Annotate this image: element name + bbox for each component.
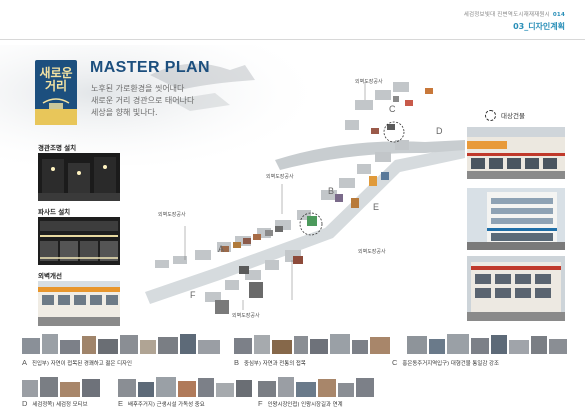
exterior-wall-photo bbox=[38, 281, 120, 326]
caption-d-text: 세검정쪽) 세검정 모티브 bbox=[32, 402, 88, 408]
zone-e-label: E bbox=[373, 202, 380, 212]
caption-c-letter: C bbox=[392, 358, 398, 367]
header-divider bbox=[0, 39, 585, 40]
logo-line2: 거리 bbox=[44, 79, 68, 93]
zone-b-label: B bbox=[328, 186, 335, 196]
map-label-paint-4: 외벽도장공사 bbox=[358, 249, 386, 255]
caption-f: F 인왕시장인접) 인왕시장길과 연계 bbox=[258, 399, 343, 408]
elevation-strip-2c bbox=[258, 377, 374, 397]
target-building-legend-icon bbox=[485, 110, 496, 121]
master-plan-subtitle-2: 새로운 거리 경관으로 태어나다 bbox=[91, 96, 195, 105]
caption-e-text: 배후주거지) 근생시설 가독성 중요 bbox=[128, 402, 205, 408]
caption-a: A 진입부) 자연이 접목된 경쾌하고 젊은 디자인 bbox=[22, 358, 132, 367]
map-label-paint-1: 외벽도장공사 bbox=[158, 212, 186, 218]
target-building-photo-1 bbox=[467, 127, 565, 179]
caption-c: C 홍은동주거지역입구) 대형건물 통일감 강조 bbox=[392, 358, 499, 367]
caption-d-letter: D bbox=[22, 399, 28, 408]
map-label-paint-2: 외벽도장공사 bbox=[266, 174, 294, 180]
section-title: 03_디자인계획 bbox=[513, 22, 565, 31]
logo-gold-band bbox=[35, 109, 77, 125]
caption-e-letter: E bbox=[118, 399, 124, 408]
elevation-strip-2b bbox=[118, 377, 252, 397]
master-plan-subtitle-1: 노후된 가로환경을 씻어내다 bbox=[91, 84, 185, 93]
lighting-photo bbox=[38, 153, 120, 201]
section-label-exterior-wall: 외벽개선 bbox=[38, 272, 62, 280]
facade-photo bbox=[38, 217, 120, 265]
caption-c-text: 홍은동주거지역입구) 대형건물 통일감 강조 bbox=[402, 361, 499, 367]
caption-f-letter: F bbox=[258, 399, 263, 408]
target-building-legend-label: 대상건물 bbox=[501, 112, 525, 120]
section-label-facade: 파사드 설치 bbox=[38, 208, 71, 216]
caption-b-letter: B bbox=[234, 358, 240, 367]
zone-a-label: A bbox=[218, 244, 225, 254]
master-plan-title: MASTER PLAN bbox=[90, 59, 210, 76]
target-building-photo-2 bbox=[467, 188, 565, 250]
section-label-lighting: 경관조명 설치 bbox=[38, 144, 77, 152]
master-plan-subtitle-3: 세상을 향해 빛나다. bbox=[91, 108, 158, 117]
zone-d-label: D bbox=[436, 126, 443, 136]
doc-title-text: 세검정보빛대 진변역도시재재재원시 bbox=[463, 12, 550, 18]
logo: 새로운 거리 bbox=[35, 60, 77, 125]
elevation-strip-2a bbox=[22, 377, 100, 397]
caption-b-text: 중심부) 자연과 전통의 접목 bbox=[244, 361, 306, 367]
caption-b: B 중심부) 자연과 전통의 접목 bbox=[234, 358, 306, 367]
caption-f-text: 인왕시장인접) 인왕시장길과 연계 bbox=[267, 402, 343, 408]
caption-d: D 세검정쪽) 세검정 모티브 bbox=[22, 399, 88, 408]
map-label-paint-3: 외벽도장공사 bbox=[355, 79, 383, 85]
zone-f-label: F bbox=[190, 290, 196, 300]
zone-c-label: C bbox=[389, 104, 396, 114]
caption-a-text: 진입부) 자연이 접목된 경쾌하고 젊은 디자인 bbox=[32, 361, 132, 367]
map-label-paint-5: 외벽도장공사 bbox=[232, 313, 260, 319]
target-building-photo-3 bbox=[467, 256, 565, 321]
page-number: 014 bbox=[552, 12, 565, 18]
logo-roof-mark bbox=[42, 98, 70, 109]
elevation-strip-1 bbox=[22, 334, 567, 354]
caption-a-letter: A bbox=[22, 358, 28, 367]
caption-e: E 배후주거지) 근생시설 가독성 중요 bbox=[118, 399, 205, 408]
logo-line1: 새로운 bbox=[39, 66, 73, 80]
document-title: 세검정보빛대 진변역도시재재재원시 014 bbox=[464, 10, 565, 18]
site-map bbox=[145, 82, 465, 314]
